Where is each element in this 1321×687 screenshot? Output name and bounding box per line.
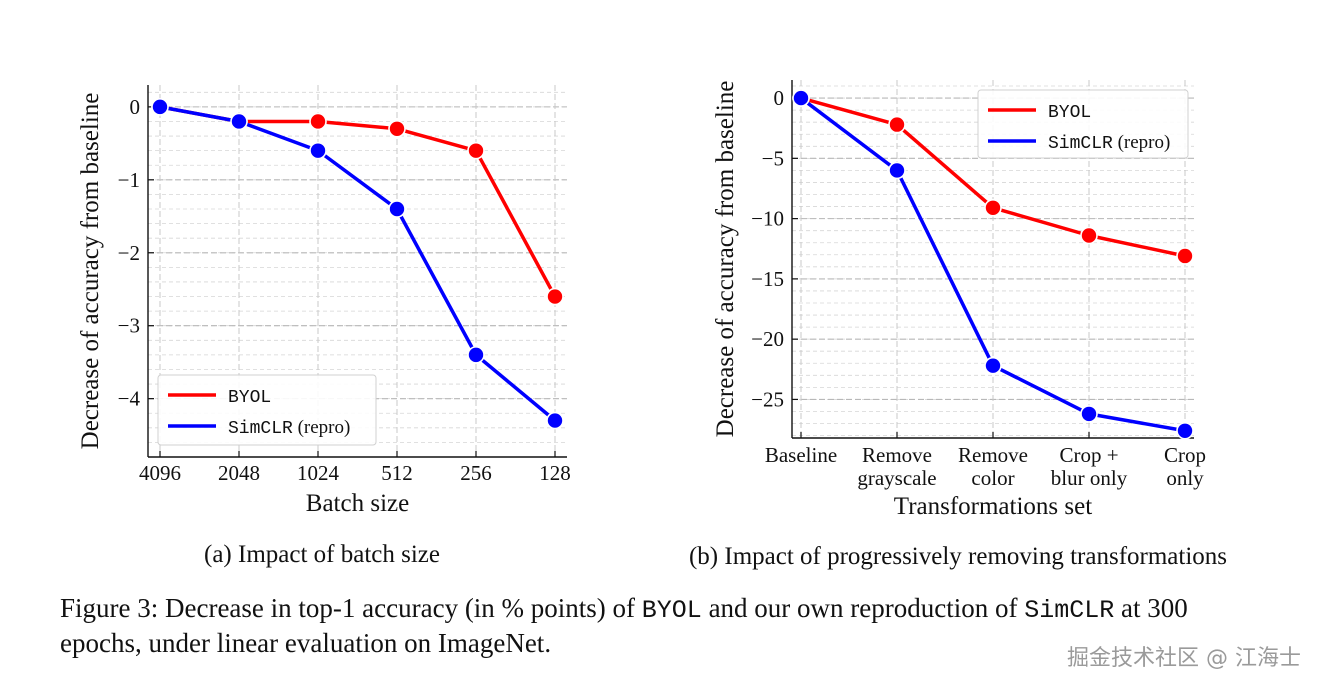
series-byol-point: [1176, 247, 1194, 265]
series-simclr-point: [888, 161, 906, 180]
legend-label-name: BYOL: [228, 388, 271, 408]
series-simclr-point: [546, 411, 564, 430]
series-byol-point: [984, 198, 1002, 217]
caption-byol: BYOL: [641, 596, 702, 625]
series-simclr-point: [151, 98, 169, 116]
watermark: 掘金技术社区 @ 江海士: [1067, 646, 1301, 671]
legend-label-simclr: SimCLR (repro): [1048, 132, 1170, 154]
y-tick-label: −4: [118, 387, 141, 411]
y-tick-label: −15: [751, 267, 784, 291]
series-byol-point: [888, 115, 906, 134]
series-byol-point: [388, 119, 406, 138]
x-tick-label: Crop +: [1059, 443, 1118, 467]
legend: BYOL SimCLR (repro): [157, 374, 377, 446]
series-simclr-point: [309, 141, 327, 160]
y-axis-label: Decrease of accuracy from baseline: [712, 81, 739, 438]
caption-text-3: at 300 epochs, under linear evaluation o…: [60, 593, 1188, 658]
y-tick-label: 0: [130, 95, 141, 119]
x-tick-label: 256: [460, 461, 492, 485]
y-tick-label: −25: [751, 387, 784, 411]
legend-label-byol: BYOL: [228, 388, 271, 408]
y-tick-label: −5: [762, 146, 784, 170]
x-tick-label: grayscale: [857, 466, 936, 490]
figure: 0 −1 −2 −3 −4 4096 2048 1024 512 256 128 Batch size…: [77, 80, 1227, 570]
caption-text-1: Figure 3: Decrease in top-1 accuracy (in…: [60, 593, 642, 623]
x-tick-label: only: [1166, 466, 1204, 490]
y-tick-label: −2: [118, 241, 140, 265]
series-simclr-line: [159, 105, 557, 422]
x-axis-label: Transformations set: [894, 493, 1092, 520]
series-byol-point: [467, 141, 485, 160]
legend-label-name: SimCLR: [1048, 134, 1113, 154]
series-simclr-point: [388, 200, 406, 218]
legend-label-name: SimCLR: [228, 419, 293, 439]
series-simclr-point: [467, 346, 485, 364]
legend-label-simclr: SimCLR (repro): [228, 417, 350, 439]
caption-text-2: and our own reproduction of: [701, 593, 1025, 623]
x-tick-label: 1024: [297, 461, 340, 485]
y-tick-label: −10: [751, 207, 784, 231]
legend-label-name: BYOL: [1048, 103, 1091, 123]
subcaption: (b) Impact of progressively removing tra…: [689, 543, 1227, 570]
x-tick-label: Baseline: [765, 443, 837, 467]
series-simclr-point: [792, 89, 810, 107]
x-tick-label: 512: [381, 461, 413, 485]
series-simclr-point: [1080, 405, 1098, 423]
y-tick-label: −3: [118, 314, 140, 338]
figure-caption: Figure 3: Decrease in top-1 accuracy (in…: [60, 592, 1260, 659]
y-axis-label: Decrease of accuracy from baseline: [77, 93, 104, 450]
legend-label-byol: BYOL: [1048, 103, 1091, 123]
legend-label-suffix: (repro): [293, 417, 351, 438]
series-simclr-point: [230, 112, 248, 131]
chart-a: 0 −1 −2 −3 −4 4096 2048 1024 512 256 128 Batch size…: [77, 85, 571, 568]
series-byol-point: [546, 287, 564, 306]
x-tick-label: 4096: [139, 461, 181, 485]
subcaption: (a) Impact of batch size: [204, 541, 440, 568]
y-tick-label: −20: [751, 327, 784, 351]
x-tick-label: Crop: [1164, 443, 1206, 467]
y-tick-label: −1: [118, 168, 140, 192]
x-tick-label: 128: [539, 461, 571, 485]
x-tick-label: 2048: [218, 461, 260, 485]
x-axis-label: Batch size: [306, 490, 409, 517]
y-tick-label: 0: [774, 86, 785, 110]
x-tick-label: blur only: [1051, 466, 1128, 490]
x-tick-label: color: [971, 466, 1014, 490]
series-byol-point: [1080, 226, 1098, 245]
series-simclr-point: [1176, 421, 1194, 440]
legend: BYOL SimCLR (repro): [977, 89, 1189, 159]
x-tick-label: Remove: [958, 443, 1028, 467]
legend-label-suffix: (repro): [1113, 132, 1171, 153]
series-simclr-point: [984, 356, 1002, 375]
caption-simclr: SimCLR: [1024, 596, 1115, 625]
series-byol-point: [309, 112, 327, 131]
x-tick-label: Remove: [862, 443, 932, 467]
